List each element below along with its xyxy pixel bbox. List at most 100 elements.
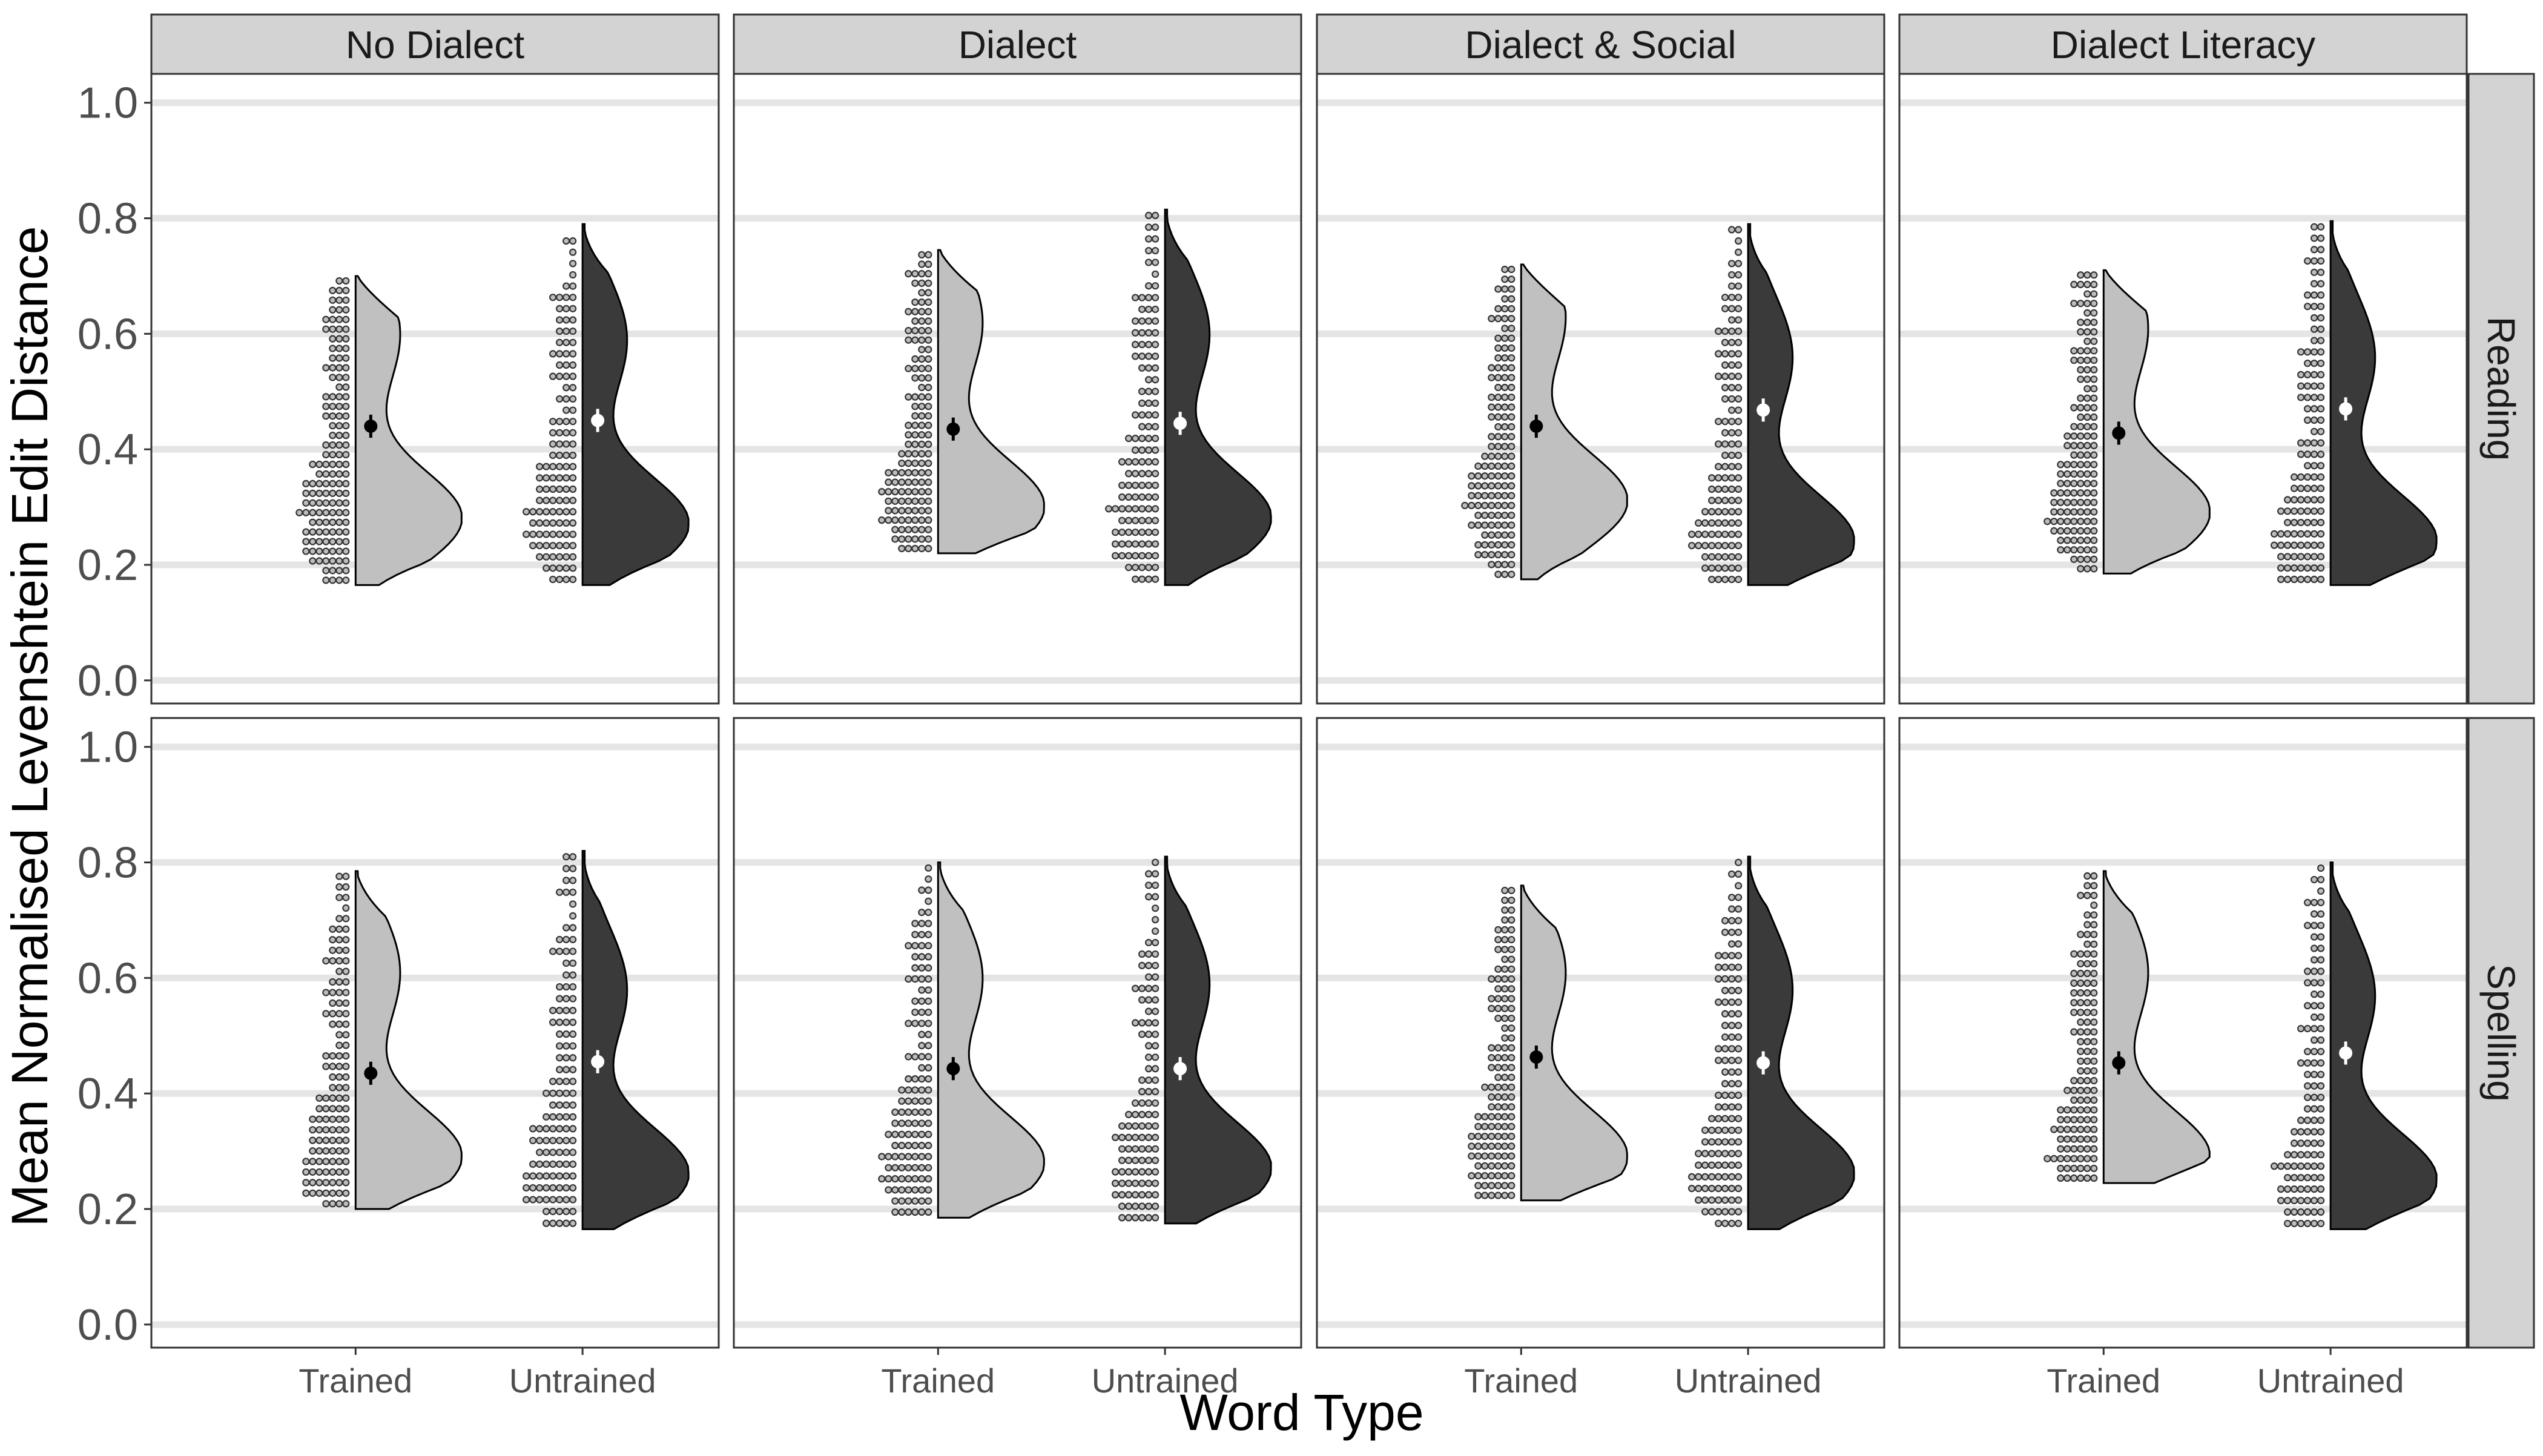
data-dot: [1145, 1191, 1153, 1199]
data-dot: [891, 525, 899, 533]
data-dot: [556, 451, 564, 460]
data-dot: [885, 1186, 892, 1194]
data-dot: [1152, 294, 1159, 301]
x-tick-label-untrained: Untrained: [509, 1362, 656, 1400]
data-dot: [1721, 928, 1729, 937]
data-dot: [1145, 1214, 1153, 1222]
data-dot: [2297, 1116, 2305, 1124]
data-dot: [2090, 921, 2098, 929]
data-dot: [1508, 1162, 1516, 1170]
data-dot: [549, 530, 557, 538]
data-dot: [322, 1010, 330, 1018]
data-dot: [1508, 1142, 1516, 1150]
data-dot: [549, 350, 557, 358]
data-dot: [329, 344, 337, 352]
data-dot: [335, 403, 343, 410]
data-dot: [1138, 961, 1146, 969]
data-dot: [925, 317, 932, 325]
data-dot: [2090, 1155, 2098, 1162]
data-dot: [562, 350, 570, 358]
data-dot: [1728, 305, 1736, 312]
data-dot: [1715, 1092, 1723, 1099]
data-dot: [342, 904, 350, 912]
data-dot: [1138, 1076, 1146, 1084]
data-dot: [2317, 1059, 2325, 1067]
data-dot: [1125, 516, 1133, 524]
data-dot: [2317, 933, 2325, 941]
data-dot: [342, 957, 350, 965]
data-dot: [2063, 1116, 2071, 1124]
data-dot: [335, 422, 343, 430]
data-dot: [2083, 1174, 2091, 1182]
data-dot: [2063, 1135, 2071, 1143]
facet-strip-dialect: [733, 13, 1302, 75]
data-dot: [1494, 926, 1502, 934]
data-dot: [315, 460, 323, 469]
data-dot: [1728, 395, 1736, 403]
data-dot: [885, 1153, 892, 1161]
data-dot: [905, 308, 912, 315]
data-dot: [335, 518, 343, 526]
data-dot: [329, 393, 337, 401]
data-dot: [905, 507, 912, 515]
data-dot: [2077, 479, 2085, 487]
data-dot: [918, 260, 926, 268]
data-dot: [2083, 989, 2091, 997]
data-dot: [1508, 561, 1516, 568]
data-dot: [329, 1073, 337, 1081]
mean-point-trained: [1529, 1050, 1543, 1064]
data-dot: [1715, 975, 1723, 983]
data-dot: [1152, 881, 1159, 889]
data-dot: [1474, 1122, 1482, 1130]
data-dot: [891, 497, 899, 505]
data-dot: [342, 286, 350, 294]
data-dot: [556, 1219, 564, 1227]
data-dot: [1152, 446, 1159, 454]
data-dot: [905, 1197, 912, 1205]
data-dot: [1152, 282, 1159, 290]
data-dot: [1138, 984, 1146, 992]
data-dot: [1501, 975, 1509, 983]
data-dot: [1152, 1053, 1159, 1061]
data-dot: [1701, 1138, 1709, 1146]
data-dot: [925, 1197, 932, 1205]
data-dot: [891, 1119, 899, 1127]
data-dot: [1494, 561, 1502, 568]
data-dot: [2057, 1125, 2065, 1133]
data-dot: [918, 289, 926, 297]
data-dot: [329, 1200, 337, 1208]
data-dot: [1132, 1202, 1140, 1210]
data-dot: [2063, 518, 2071, 525]
data-dot: [1508, 315, 1516, 323]
data-dot: [1715, 1208, 1723, 1216]
data-dot: [911, 298, 919, 306]
data-dot: [1474, 501, 1482, 510]
data-dot: [925, 346, 932, 354]
x-axis-title: Word Type: [1179, 1384, 1423, 1441]
panel-spelling-dialect-literacy: [1898, 717, 2468, 1349]
data-dot: [1152, 858, 1159, 866]
data-dot: [2304, 898, 2312, 906]
data-dot: [335, 538, 343, 545]
data-dot: [569, 451, 577, 460]
data-dot: [556, 328, 564, 335]
data-dot: [329, 1052, 337, 1060]
data-dot: [549, 1125, 557, 1133]
panel-border: [733, 717, 1302, 1349]
data-dot: [569, 1219, 577, 1227]
data-dot: [878, 1153, 886, 1161]
data-dot: [2077, 366, 2085, 374]
data-dot: [2317, 1116, 2325, 1124]
data-dot: [1152, 893, 1159, 901]
data-dot: [1728, 940, 1736, 948]
data-dot: [918, 1197, 926, 1205]
data-dot: [1474, 492, 1482, 499]
data-dot: [2277, 1162, 2285, 1170]
data-dot: [1501, 413, 1509, 421]
data-dot: [911, 1008, 919, 1016]
data-dot: [342, 1200, 350, 1208]
data-dot: [549, 440, 557, 448]
data-dot: [2304, 1105, 2312, 1113]
data-dot: [2070, 1028, 2078, 1036]
data-dot: [1132, 505, 1140, 513]
